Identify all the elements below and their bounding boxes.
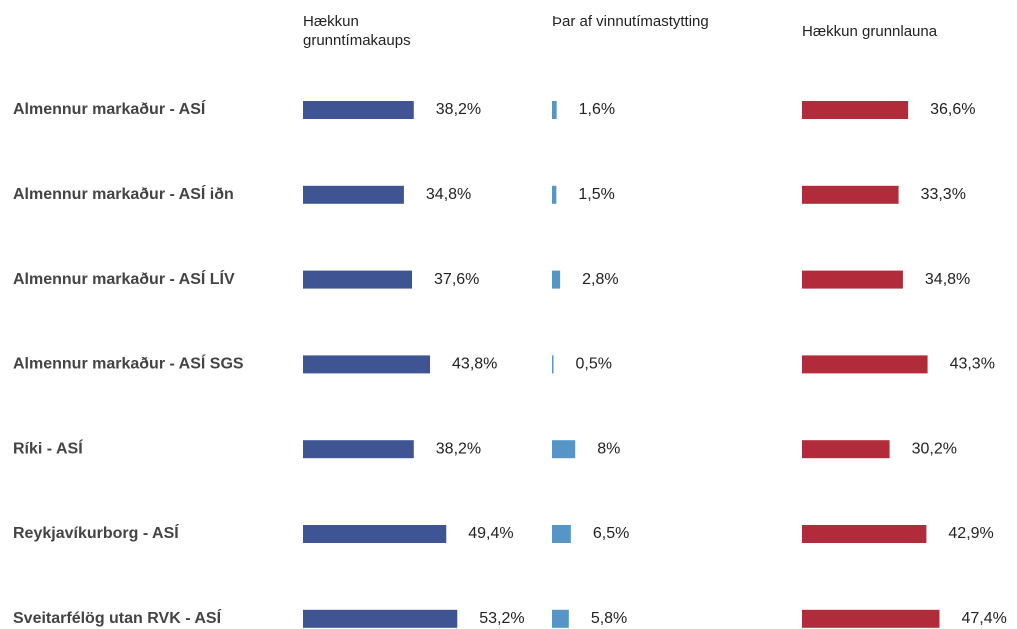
bar [303, 185, 404, 204]
category-label: Ríki - ASÍ [13, 438, 83, 457]
value-label: 30,2% [912, 440, 957, 457]
value-label: 33,3% [921, 186, 966, 203]
value-label: 8% [597, 440, 620, 457]
bar [552, 270, 561, 289]
bar [802, 355, 928, 374]
value-label: 5,8% [591, 610, 627, 627]
value-label: 34,8% [925, 271, 970, 288]
bar [552, 609, 569, 628]
bar [552, 440, 576, 459]
category-label: Sveitarfélög utan RVK - ASÍ [13, 608, 222, 627]
series-header: Hækkun grunntímakaups [303, 13, 411, 49]
category-label: Almennur markaður - ASÍ LÍV [13, 269, 235, 288]
category-label: Almennur markaður - ASÍ SGS [13, 354, 244, 373]
value-label: 47,4% [961, 610, 1006, 627]
value-label: 0,5% [576, 356, 612, 373]
value-label: 1,6% [579, 101, 615, 118]
bar [303, 440, 414, 459]
bar [303, 101, 414, 119]
value-label: 2,8% [582, 271, 618, 288]
bar [303, 270, 413, 289]
category-label: Almennur markaður - ASÍ iðn [13, 184, 234, 203]
bar [552, 101, 557, 119]
value-label: 6,5% [593, 525, 629, 542]
bar [802, 270, 903, 289]
bar [802, 101, 909, 119]
bar [802, 609, 940, 628]
value-label: 42,9% [948, 525, 993, 542]
value-label: 38,2% [436, 440, 481, 457]
value-label: 1,5% [578, 186, 614, 203]
value-label: 43,3% [950, 356, 995, 373]
value-label: 37,6% [434, 271, 479, 288]
bar [802, 440, 890, 459]
bar [802, 525, 927, 543]
value-label: 38,2% [436, 101, 481, 118]
value-label: 49,4% [468, 525, 513, 542]
bar [303, 609, 458, 628]
category-label: Reykjavíkurborg - ASÍ [13, 523, 179, 542]
value-label: 34,8% [426, 186, 471, 203]
category-label: Almennur markaður - ASÍ [13, 99, 206, 118]
value-label: 43,8% [452, 356, 497, 373]
bar [802, 185, 899, 204]
bar [303, 525, 447, 543]
series-header: Hækkun grunnlauna [802, 23, 938, 40]
series-header: Þar af vinnutímastytting [552, 13, 709, 30]
bar [303, 355, 431, 374]
bar [552, 185, 557, 204]
bar [552, 525, 571, 543]
value-label: 53,2% [479, 610, 524, 627]
value-label: 36,6% [930, 101, 975, 118]
bar [552, 355, 554, 374]
